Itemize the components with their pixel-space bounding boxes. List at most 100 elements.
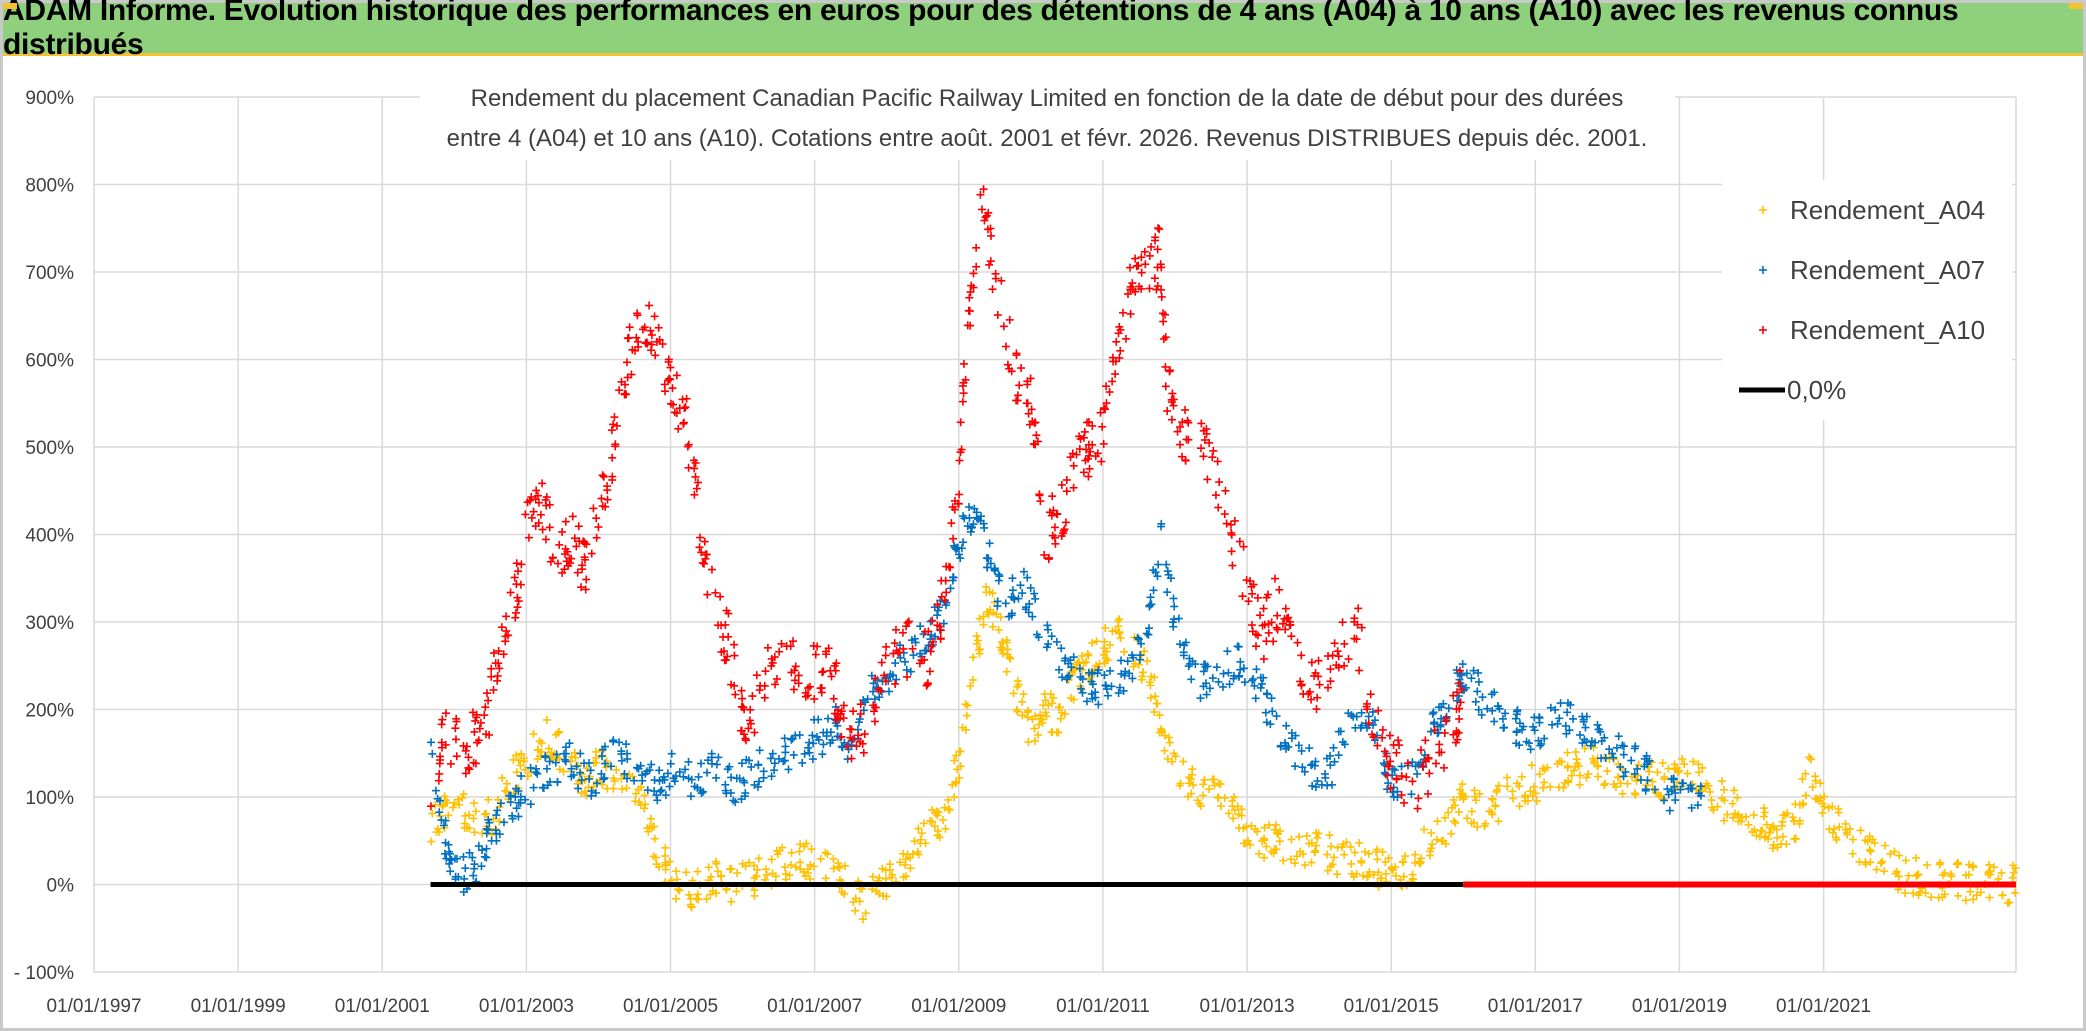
data-point — [1125, 669, 1134, 678]
data-point — [684, 774, 693, 783]
data-point — [1501, 709, 1510, 718]
data-point — [517, 560, 526, 569]
data-point — [523, 498, 532, 507]
data-point — [693, 867, 702, 876]
data-point — [679, 418, 688, 427]
data-point — [632, 763, 641, 772]
data-point — [950, 793, 959, 802]
data-point — [881, 874, 890, 883]
data-point — [1427, 844, 1436, 853]
data-point — [1163, 407, 1172, 416]
data-point — [1425, 769, 1434, 778]
data-point — [517, 749, 526, 758]
data-point — [1304, 689, 1313, 698]
data-point — [691, 472, 700, 481]
data-point — [1272, 623, 1281, 632]
data-point — [1574, 762, 1583, 771]
data-point — [1469, 666, 1478, 675]
data-point — [1364, 849, 1373, 858]
data-point — [607, 426, 616, 435]
x-tick-label: 01/01/1999 — [191, 996, 286, 1017]
data-point — [949, 534, 958, 543]
data-point — [1271, 820, 1280, 829]
data-point — [489, 686, 498, 695]
data-point — [966, 527, 975, 536]
data-point — [1123, 290, 1132, 299]
data-point — [1261, 708, 1270, 717]
data-point — [1467, 807, 1476, 816]
data-point — [1806, 755, 1815, 764]
data-point — [1205, 785, 1214, 794]
data-point — [577, 789, 586, 798]
data-point — [1593, 720, 1602, 729]
legend-label: Rendement_A04 — [1790, 195, 1985, 225]
data-point — [1998, 891, 2007, 900]
data-point — [1365, 867, 1374, 876]
data-point — [1658, 758, 1667, 767]
data-point — [650, 834, 659, 843]
data-point — [1865, 832, 1874, 841]
data-point — [427, 738, 436, 747]
data-point — [1355, 666, 1364, 675]
data-point — [617, 377, 626, 386]
data-point — [888, 870, 897, 879]
data-point — [2011, 888, 2020, 897]
data-point — [1254, 849, 1263, 858]
data-point — [675, 404, 684, 413]
data-point — [956, 448, 965, 457]
data-point — [712, 859, 721, 868]
data-point — [512, 559, 521, 568]
data-point — [577, 583, 586, 592]
data-point — [622, 740, 631, 749]
data-point — [681, 765, 690, 774]
data-point — [1503, 773, 1512, 782]
data-point — [1072, 450, 1081, 459]
data-point — [573, 568, 582, 577]
data-point — [1818, 808, 1827, 817]
data-point — [574, 761, 583, 770]
data-point — [513, 603, 522, 612]
data-point — [572, 542, 581, 551]
data-point — [1169, 622, 1178, 631]
data-point — [561, 517, 570, 526]
data-point — [1244, 597, 1253, 606]
data-point — [1161, 382, 1170, 391]
data-point — [1616, 762, 1625, 771]
data-point — [1086, 447, 1095, 456]
data-point — [806, 860, 815, 869]
data-point — [874, 685, 883, 694]
data-point — [482, 853, 491, 862]
data-point — [1571, 748, 1580, 757]
data-point — [685, 890, 694, 899]
data-point — [469, 799, 478, 808]
data-point — [1260, 620, 1269, 629]
data-point — [1179, 648, 1188, 657]
data-point — [917, 829, 926, 838]
data-point — [652, 791, 661, 800]
data-point — [1267, 694, 1276, 703]
data-point — [1670, 765, 1679, 774]
data-point — [1015, 381, 1024, 390]
data-point — [1411, 850, 1420, 859]
data-point — [1632, 776, 1641, 785]
data-point — [908, 644, 917, 653]
data-point — [1296, 677, 1305, 686]
data-point — [994, 625, 1003, 634]
data-point — [804, 683, 813, 692]
data-point — [1633, 764, 1642, 773]
data-point — [523, 772, 532, 781]
data-point — [566, 559, 575, 568]
data-point — [1128, 285, 1137, 294]
data-point — [1563, 708, 1572, 717]
data-point — [1526, 787, 1535, 796]
data-point — [928, 817, 937, 826]
data-point — [570, 748, 579, 757]
data-point — [1239, 542, 1248, 551]
data-point — [1122, 334, 1131, 343]
data-point — [1084, 417, 1093, 426]
x-tick-label: 01/01/2005 — [623, 996, 718, 1017]
data-point — [675, 886, 684, 895]
data-point — [1215, 478, 1224, 487]
data-point — [1141, 260, 1150, 269]
data-point — [1088, 638, 1097, 647]
